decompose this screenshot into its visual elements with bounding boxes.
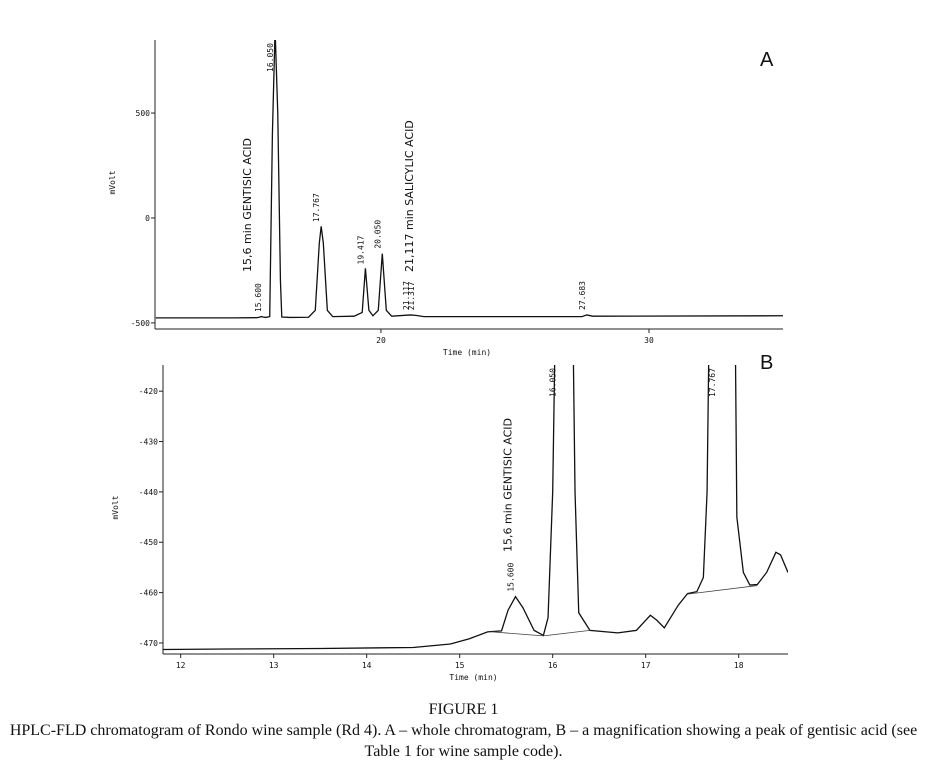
peak-label: 16.050 (548, 368, 557, 397)
x-axis-label: Time (min) (449, 673, 497, 682)
x-tick-label: 12 (176, 661, 186, 670)
peak-label: 17.767 (312, 193, 321, 222)
y-tick-label: -470 (139, 639, 158, 648)
y-tick-label: 500 (136, 109, 151, 118)
panel-letter: A (760, 49, 774, 71)
y-axis-label: mVolt (108, 170, 117, 194)
trace (163, 365, 788, 651)
y-tick-label: -460 (139, 589, 158, 598)
x-tick-label: 18 (734, 661, 744, 670)
x-tick-label: 15 (455, 661, 465, 670)
y-tick-label: -440 (139, 488, 158, 497)
annotation: 21,117 min SALICYLIC ACID (403, 120, 416, 272)
peak-label: 15.600 (254, 283, 263, 312)
caption: FIGURE 1 HPLC-FLD chromatogram of Rondo … (6, 699, 921, 762)
caption-text: HPLC-FLD chromatogram of Rondo wine samp… (9, 722, 918, 760)
y-tick-label: -500 (131, 319, 150, 328)
y-tick-label: -430 (139, 438, 158, 447)
x-tick-label: 20 (376, 336, 386, 345)
peak-label: 16.050 (266, 43, 275, 72)
peak-label: 21.117 (402, 281, 411, 310)
caption-title: FIGURE 1 (428, 701, 499, 718)
annotation: 15,6 min GENTISIC ACID (241, 138, 254, 272)
x-tick-label: 17 (641, 661, 651, 670)
figure: -500 0 500 20 30 15.600 16.050 17.767 19.417 20.0… (108, 40, 788, 682)
annotation: 15,6 min GENTISIC ACID (501, 418, 514, 552)
trace (155, 40, 783, 319)
x-tick-label: 16 (548, 661, 558, 670)
x-axis-label: Time (min) (443, 348, 491, 357)
panel-letter: B (760, 352, 773, 374)
y-tick-label: -420 (139, 387, 158, 396)
peak-label: 21.317 (407, 281, 416, 310)
x-tick-label: 30 (644, 336, 654, 345)
peak-label: 20.050 (373, 220, 382, 249)
peak-label: 17.767 (708, 368, 717, 397)
y-axis-label: mVolt (111, 495, 120, 519)
peak-label: 15.600 (506, 563, 515, 592)
y-tick-label: 0 (145, 214, 150, 223)
peak-label: 19.417 (356, 235, 365, 264)
y-tick-label: -450 (139, 538, 158, 547)
baseline (687, 585, 758, 595)
peak-label: 27.683 (578, 281, 587, 310)
x-tick-label: 13 (269, 661, 279, 670)
x-tick-label: 14 (362, 661, 372, 670)
baseline (492, 629, 590, 637)
